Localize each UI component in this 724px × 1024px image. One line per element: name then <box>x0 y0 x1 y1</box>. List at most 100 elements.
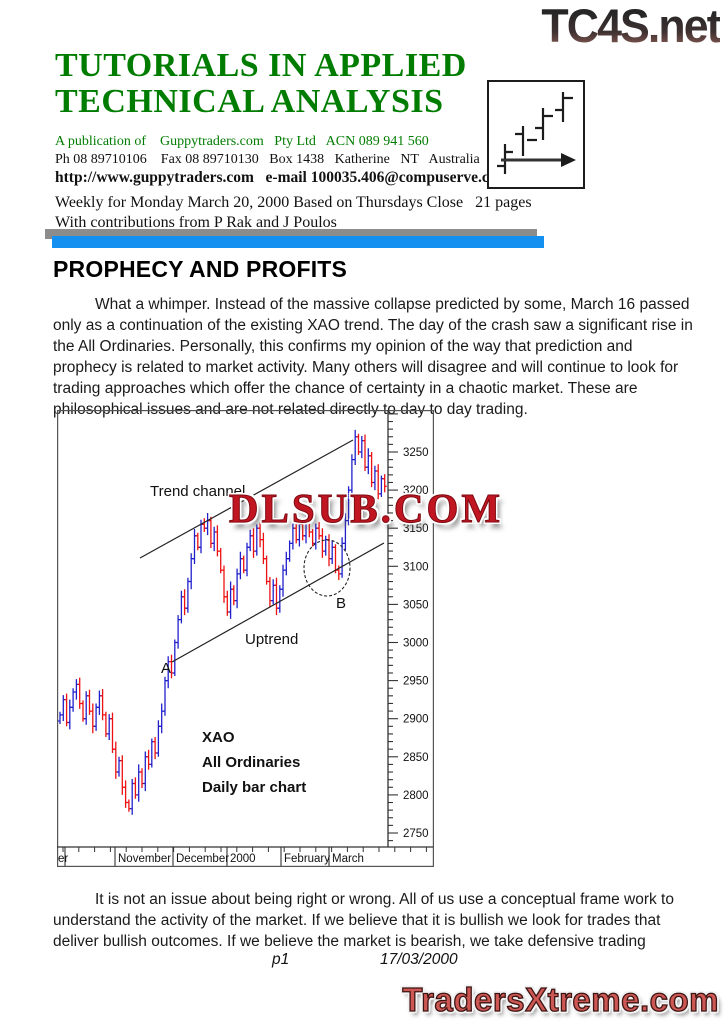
price-bar <box>172 639 177 676</box>
month-label: 2000 <box>230 853 256 865</box>
price-bar <box>74 679 79 700</box>
article-paragraph-1: What a whimper. Instead of the massive c… <box>53 296 693 418</box>
price-bar <box>205 513 210 536</box>
chart-title-line: Daily bar chart <box>202 779 306 796</box>
publication-line: A publication of Guppytraders.com Pty Lt… <box>55 134 429 149</box>
chart-border <box>56 409 435 868</box>
y-tick-label: 3000 <box>403 638 429 650</box>
rule-shadow <box>45 229 537 239</box>
y-tick-label: 2800 <box>403 790 429 802</box>
footer-date: 17/03/2000 <box>380 951 458 968</box>
trend-channel-upper-line <box>139 439 354 559</box>
price-bar <box>327 534 331 567</box>
price-bar <box>284 551 289 576</box>
price-bar <box>271 579 276 605</box>
price-bar <box>330 540 335 564</box>
tradersxtreme-logo: TradersXtreme.com <box>402 980 719 1018</box>
masthead-title-line2: TECHNICAL ANALYSIS <box>55 83 444 120</box>
price-bar <box>136 764 141 802</box>
month-label: February <box>284 853 330 865</box>
point-b-label: B <box>336 595 346 612</box>
price-bar <box>248 529 253 552</box>
contributors-line: With contributions from P Rak and J Poul… <box>55 214 337 231</box>
y-tick-label: 2900 <box>403 714 429 726</box>
y-tick-label: 3200 <box>403 485 429 497</box>
page-number: p1 <box>272 951 290 968</box>
price-bar <box>153 737 158 760</box>
month-label: December <box>176 853 229 865</box>
price-bar <box>353 429 358 465</box>
y-tick-label: 2750 <box>403 828 429 840</box>
price-bar <box>366 448 371 475</box>
y-tick-label: 3150 <box>403 523 429 535</box>
chart-title-line: XAO <box>202 729 235 746</box>
price-bar <box>67 699 72 730</box>
y-tick-label: 2850 <box>403 752 429 764</box>
price-bar <box>182 589 187 616</box>
y-tick-label: 3100 <box>403 561 429 573</box>
price-bar <box>163 676 167 716</box>
price-bar <box>120 755 125 795</box>
dlsub-watermark: DLSUB.COM <box>228 485 504 532</box>
blue-rule <box>52 236 544 248</box>
price-bar <box>238 551 243 580</box>
price-bar <box>218 548 223 574</box>
point-b-circle <box>303 539 351 597</box>
price-bar <box>228 581 233 619</box>
price-bar <box>179 590 184 624</box>
price-bar <box>123 780 128 808</box>
article-paragraph-2: It is not an issue about being right or … <box>53 891 674 950</box>
website-email-line: http://www.guppytraders.com e-mail 10003… <box>55 169 510 186</box>
issue-line: Weekly for Monday March 20, 2000 Based o… <box>55 194 532 211</box>
month-label: November <box>118 853 171 865</box>
price-bar <box>192 529 197 564</box>
contact-line: Ph 08 89710106 Fax 08 89710130 Box 1438 … <box>55 152 519 167</box>
price-bar <box>359 436 364 459</box>
price-bar <box>90 703 95 734</box>
price-bar <box>231 585 236 606</box>
article-heading: PROPHECY AND PROFITS <box>53 256 348 282</box>
y-tick-label: 2950 <box>403 676 429 688</box>
y-tick-label: 3250 <box>403 447 429 459</box>
price-bar <box>107 714 112 740</box>
price-bar <box>267 577 272 607</box>
price-bar <box>369 452 374 488</box>
price-bar <box>64 693 69 727</box>
chart-title-line: All Ordinaries <box>202 754 300 771</box>
price-bar <box>113 741 118 779</box>
price-bar <box>97 690 102 715</box>
price-bar <box>110 712 115 753</box>
price-bar <box>212 526 217 552</box>
price-chart: Trend channel Uptrend A B XAO All Ordinaries D… <box>56 409 435 868</box>
tc4s-logo: TC4S.net <box>541 0 722 52</box>
price-bar <box>251 528 256 558</box>
masthead-title-line1: TUTORIALS IN APPLIED <box>55 47 467 84</box>
chart-logo-box <box>487 80 585 189</box>
price-bar <box>323 535 328 556</box>
price-bar <box>320 528 325 558</box>
month-label: er <box>58 853 68 865</box>
price-bar <box>103 711 108 737</box>
ascending-bars-icon <box>497 92 576 174</box>
price-bar <box>117 756 121 777</box>
xao-bar-chart: Trend channel Uptrend A B XAO All Ordinaries D… <box>56 409 435 868</box>
uptrend-line <box>171 542 385 663</box>
price-bar <box>130 778 135 815</box>
price-bar <box>146 749 151 770</box>
price-bar <box>363 434 367 471</box>
point-a-label: A <box>161 660 171 677</box>
price-bar <box>382 474 387 493</box>
price-bar <box>140 768 144 788</box>
uptrend-label: Uptrend <box>245 631 298 648</box>
y-tick-label: 3050 <box>403 599 429 611</box>
price-bar <box>185 577 190 613</box>
price-bar <box>202 518 207 532</box>
price-bar <box>274 577 279 616</box>
price-bar <box>264 555 269 585</box>
month-label: March <box>332 853 364 865</box>
price-bar <box>149 738 154 768</box>
trend-channel-label: Trend channel <box>150 483 245 500</box>
price-bar <box>126 799 131 812</box>
price-bar <box>58 711 62 724</box>
